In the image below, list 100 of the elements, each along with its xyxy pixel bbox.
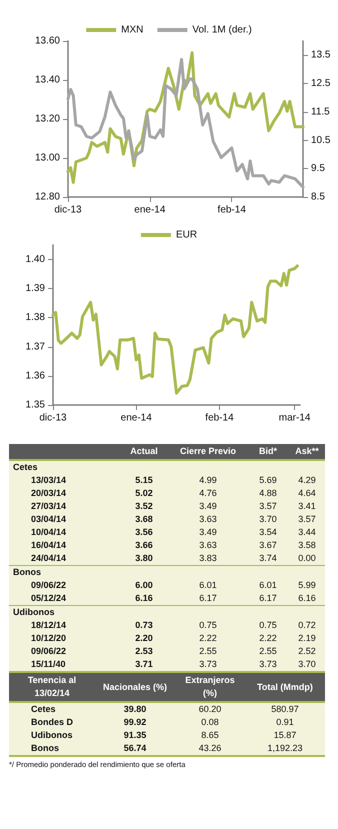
- text: 3.57: [298, 514, 316, 524]
- category-label: 15/11/40: [31, 659, 66, 669]
- text: 5.15: [135, 475, 153, 485]
- text: 3.58: [298, 540, 316, 550]
- category-label: Bonos: [31, 743, 59, 753]
- y-tick-label: 1.37: [26, 341, 46, 352]
- text: 3.63: [199, 514, 217, 524]
- category-label: 09/06/22: [31, 580, 66, 590]
- category-label: Actual: [119, 444, 169, 460]
- legend-label: Vol. 1M (der.): [192, 24, 252, 36]
- category-label: Cetes: [31, 704, 56, 714]
- category-label: 24/04/14: [31, 553, 66, 563]
- text: 3.44: [298, 527, 316, 537]
- text: 0.75: [199, 620, 217, 630]
- category-label: 05/12/24: [31, 593, 66, 603]
- text: 4.76: [199, 488, 217, 498]
- text: 6.01: [259, 580, 277, 590]
- x-tick-label: feb-14: [205, 412, 234, 424]
- text: 2.53: [135, 646, 153, 656]
- y2-tick-label: 12.5: [311, 78, 331, 90]
- text: 39.80: [124, 704, 146, 714]
- text: 580.97: [271, 704, 299, 714]
- text: 4.64: [298, 488, 316, 498]
- category-label: Extranjeros (%): [175, 673, 245, 702]
- text: 2.20: [135, 633, 153, 643]
- y2-tick-label: 10.5: [311, 134, 331, 146]
- text: 3.56: [135, 527, 153, 537]
- y-tick-label: 1.39: [26, 283, 46, 294]
- category-label: 18/12/14: [31, 620, 66, 630]
- text: 60.20: [198, 704, 222, 714]
- text: 1,192.23: [267, 743, 303, 753]
- category-label: Cierre Previo: [169, 444, 247, 460]
- text: 4.99: [199, 475, 217, 485]
- text: 3.68: [135, 514, 153, 524]
- category-label: 10/12/20: [31, 633, 66, 643]
- text: 3.73: [259, 659, 277, 669]
- category-label: 03/04/14: [31, 514, 66, 524]
- text: 3.73: [199, 659, 217, 669]
- category-label: Bid*: [247, 444, 289, 460]
- text: 3.63: [199, 540, 217, 550]
- text: 6.00: [135, 580, 153, 590]
- legend-label: MXN: [121, 24, 144, 36]
- text: 3.66: [135, 540, 153, 550]
- y-tick-label: 12.80: [34, 192, 60, 202]
- category-label: 27/03/14: [31, 501, 66, 511]
- y-tick-label: 13.40: [34, 74, 60, 86]
- text: 6.17: [259, 593, 277, 603]
- line-series: [52, 264, 299, 395]
- text: 0.08: [201, 717, 219, 727]
- text: 5.69: [259, 475, 277, 485]
- text: Tenencia al 13/02/14: [9, 673, 95, 702]
- category-label: Ask**: [289, 444, 325, 460]
- text: 2.52: [298, 646, 316, 656]
- category-label: Total (Mmdp): [245, 673, 325, 702]
- text: 0.72: [298, 620, 316, 630]
- y2-tick-label: 13.5: [311, 50, 331, 61]
- text: 99.92: [124, 717, 146, 727]
- text: 3.70: [298, 659, 316, 669]
- category-label: Cetes: [13, 462, 38, 472]
- text: 0.75: [259, 620, 277, 630]
- y2-tick-label: 9.5: [311, 163, 326, 174]
- category-label: Udibonos: [13, 607, 54, 617]
- x-tick-label: dic-13: [39, 412, 68, 424]
- category-label: Bonos: [13, 567, 41, 577]
- y-tick-label: 13.60: [34, 36, 60, 46]
- x-tick-label: dic-13: [54, 204, 82, 216]
- text: 3.52: [135, 501, 153, 511]
- text: 3.74: [259, 553, 277, 563]
- x-tick-label: feb-14: [218, 204, 246, 216]
- text: 8.65: [201, 730, 219, 740]
- category-label: 20/03/14: [31, 488, 66, 498]
- text: 3.80: [135, 553, 153, 563]
- text: 3.41: [298, 501, 316, 511]
- text: 2.19: [298, 633, 316, 643]
- legend-label: EUR: [176, 230, 198, 240]
- x-tick-label: ene-14: [120, 412, 152, 424]
- text: 6.16: [135, 593, 153, 603]
- text: 0.00: [298, 553, 316, 563]
- y-tick-label: 13.20: [34, 114, 60, 124]
- category-label: 10/04/14: [31, 527, 66, 537]
- text: 91.35: [124, 730, 146, 740]
- category-label: 16/04/14: [31, 540, 66, 550]
- text: 3.49: [199, 501, 217, 511]
- text: 43.26: [198, 743, 222, 753]
- category-label: Udibonos: [31, 730, 72, 740]
- y-tick-label: 1.40: [26, 254, 46, 266]
- category-label: Bondes D: [31, 717, 74, 727]
- text: 6.01: [199, 580, 217, 590]
- text: 56.74: [124, 743, 146, 753]
- text: 2.22: [259, 633, 277, 643]
- text: 3.70: [259, 514, 277, 524]
- x-tick-label: mar-14: [278, 412, 311, 424]
- text: 0.73: [135, 620, 153, 630]
- text: 2.22: [199, 633, 217, 643]
- text: 15.87: [274, 730, 296, 740]
- text: 2.55: [259, 646, 277, 656]
- text: 4.29: [298, 475, 316, 485]
- text: 3.57: [259, 501, 277, 511]
- y2-tick-label: 11.5: [311, 106, 330, 118]
- category-label: Nacionales (%): [95, 673, 175, 702]
